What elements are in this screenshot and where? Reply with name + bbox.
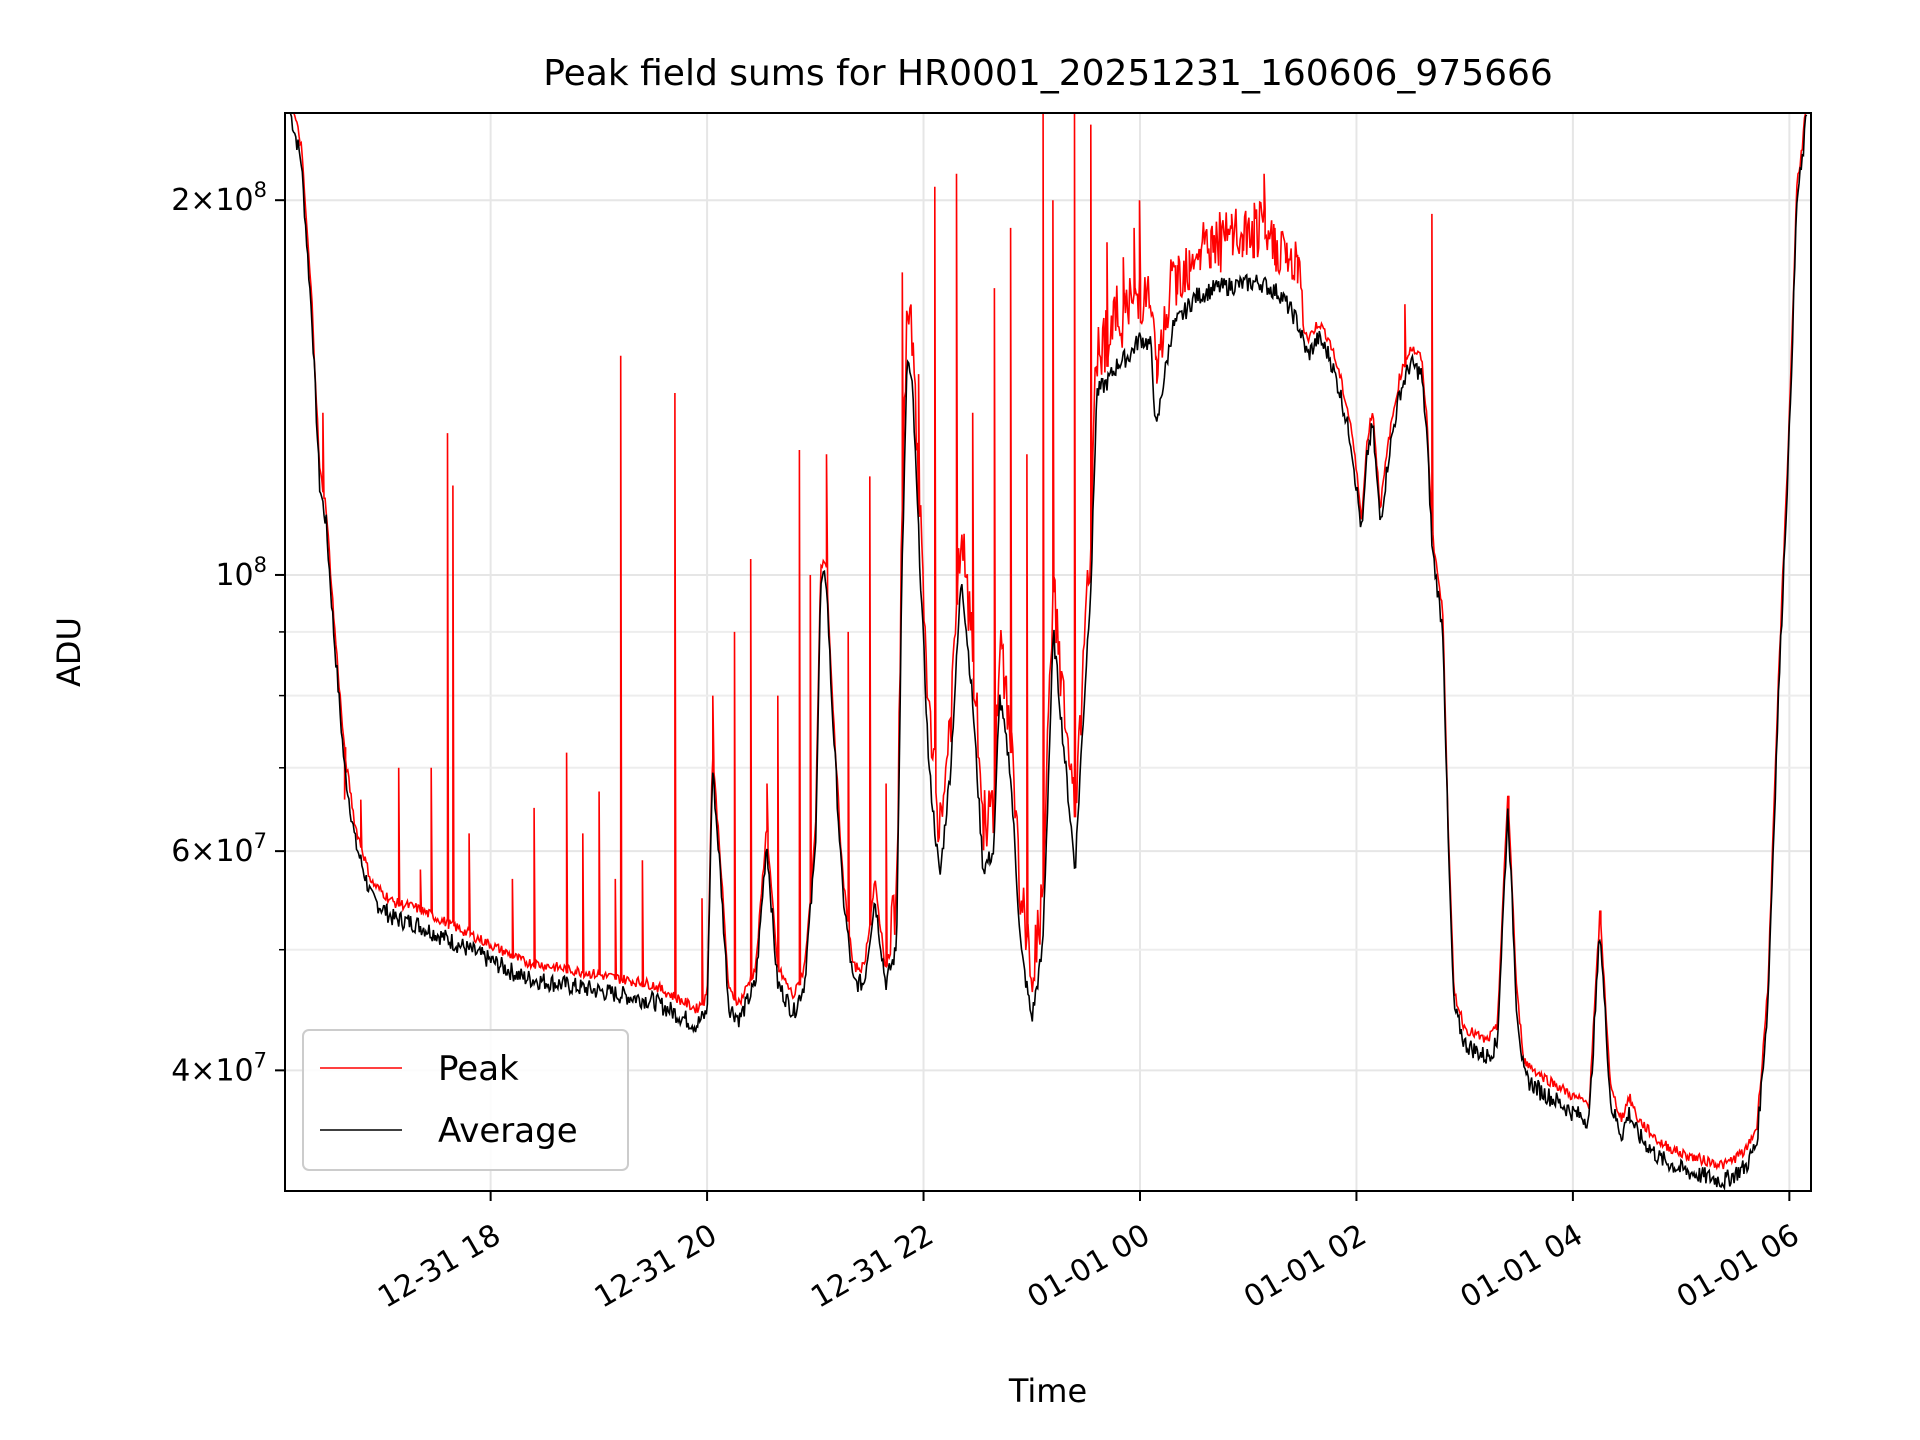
- y-tick-label: 2×108: [171, 178, 267, 218]
- plot-frame: [284, 112, 1812, 1192]
- y-axis-ticks: 2×108 108 6×107 4×107: [171, 178, 285, 1088]
- y-tick-label: 108: [215, 553, 267, 593]
- legend-label-peak: Peak: [438, 1049, 519, 1089]
- x-axis-label: Time: [1008, 1372, 1087, 1410]
- series-peak-line: [290, 112, 1807, 1171]
- legend: Peak Average: [302, 1029, 629, 1171]
- y-tick-label: 4×107: [171, 1048, 267, 1088]
- y-axis-label: ADU: [50, 617, 88, 687]
- legend-box: [302, 1029, 629, 1171]
- legend-label-average: Average: [438, 1111, 578, 1151]
- y-tick-label: 6×107: [171, 829, 267, 869]
- chart-title: Peak field sums for HR0001_20251231_1606…: [543, 53, 1553, 94]
- plot-series: [289, 112, 1808, 1192]
- series-average-line: [289, 112, 1808, 1192]
